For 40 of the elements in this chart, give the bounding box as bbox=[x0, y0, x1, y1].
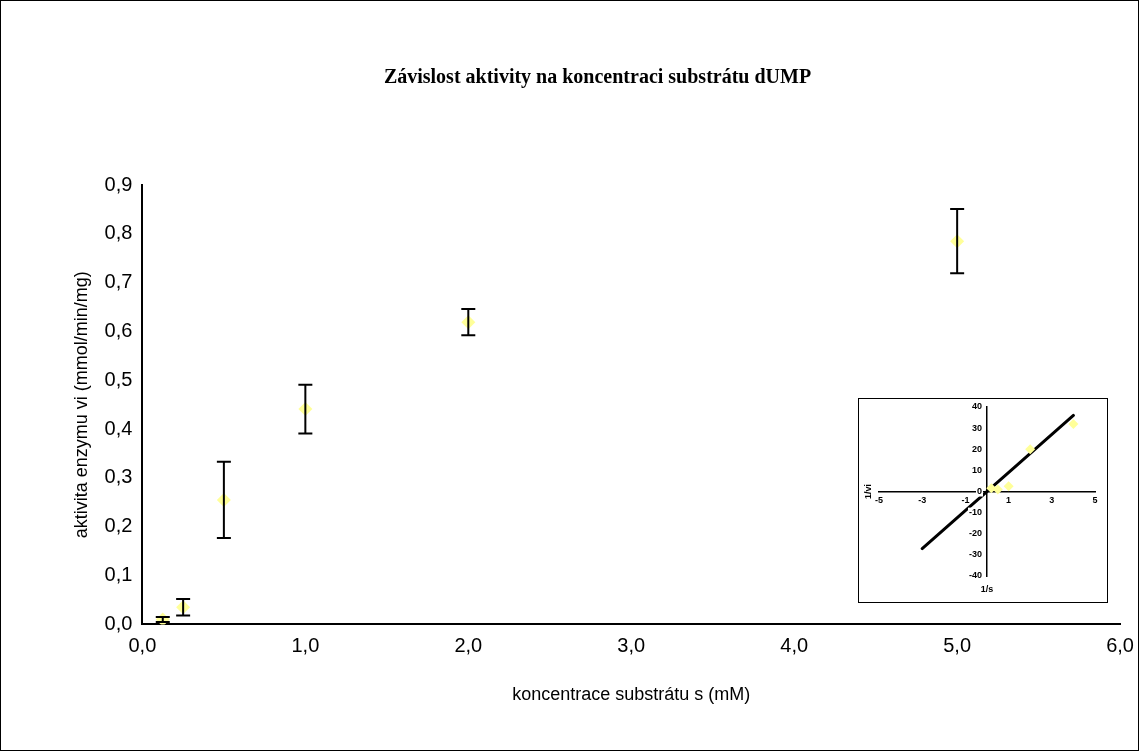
y-tick-label: -30 bbox=[968, 549, 982, 560]
x-tick-label: 3 bbox=[1049, 495, 1055, 506]
x-axis-title: 1/s bbox=[980, 584, 994, 595]
y-tick-label: 0,1 bbox=[104, 563, 133, 586]
x-tick-label: -5 bbox=[874, 495, 884, 506]
x-tick-label: -3 bbox=[918, 495, 927, 506]
x-tick-label: 3,0 bbox=[617, 633, 646, 656]
y-tick-label: -40 bbox=[968, 570, 982, 581]
x-tick-label: 1,0 bbox=[291, 633, 320, 656]
x-tick-label: 0,0 bbox=[128, 633, 157, 656]
y-tick-label: 0,2 bbox=[104, 514, 133, 537]
y-tick-label: 0 bbox=[976, 485, 982, 496]
y-tick-label: 0,3 bbox=[104, 465, 133, 488]
y-tick-label: 0,6 bbox=[104, 318, 133, 341]
point bbox=[1003, 481, 1014, 492]
y-tick-label: 30 bbox=[971, 422, 982, 433]
y-tick-label: 0,7 bbox=[104, 270, 133, 293]
y-tick-label: 10 bbox=[971, 464, 982, 475]
y-tick-label: 20 bbox=[971, 443, 982, 454]
y-axis-title: 1/vi bbox=[863, 483, 874, 500]
y-tick-label: 0,0 bbox=[104, 611, 133, 634]
x-tick-label: 5,0 bbox=[943, 633, 972, 656]
y-tick-label: 0,9 bbox=[104, 172, 133, 195]
chart-title: Závislost aktivity na koncentraci substrátu dUMP bbox=[383, 65, 812, 89]
x-tick-label: 2,0 bbox=[454, 633, 483, 656]
x-tick-label: 6,0 bbox=[1106, 633, 1134, 656]
x-tick-label: 5 bbox=[1092, 495, 1098, 506]
y-tick-label: -20 bbox=[968, 528, 982, 539]
y-tick-label: -10 bbox=[968, 507, 982, 518]
x-tick-label: 1 bbox=[1006, 495, 1012, 506]
y-axis-title: aktivita enzymu vi (mmol/min/mg) bbox=[70, 271, 91, 539]
y-tick-label: 40 bbox=[971, 401, 982, 412]
point bbox=[1025, 444, 1036, 455]
x-axis-title: koncentrace substrátu s (mM) bbox=[512, 684, 751, 705]
point bbox=[1068, 418, 1079, 429]
x-tick-label: -1 bbox=[961, 495, 970, 506]
y-tick-label: 0,5 bbox=[104, 367, 133, 390]
y-tick-label: 0,8 bbox=[104, 221, 133, 244]
x-tick-label: 4,0 bbox=[780, 633, 809, 656]
y-tick-label: 0,4 bbox=[104, 416, 133, 439]
